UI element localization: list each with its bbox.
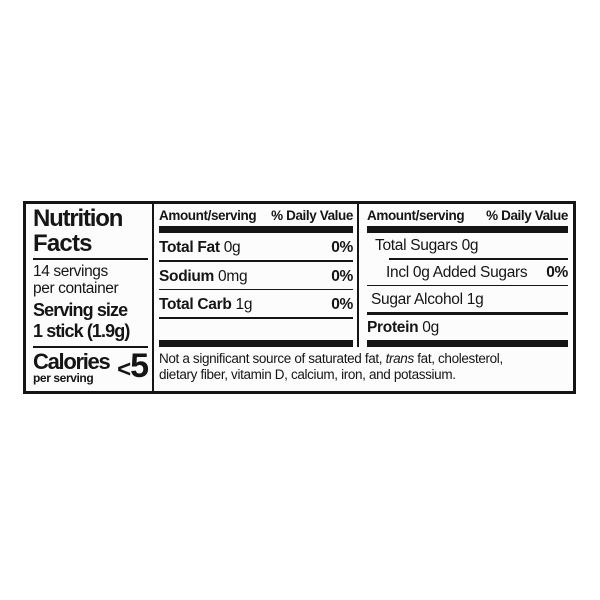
nutrient-column-2: Amount/serving % Daily Value Total Sugar…: [359, 204, 573, 347]
calories-less-than-sign: <: [117, 356, 131, 383]
footnote-line2: dietary fiber, vitamin D, calcium, iron,…: [159, 367, 456, 382]
row-rule: [159, 288, 353, 290]
calories-label: Calories: [33, 349, 111, 374]
servings-count: 14 servings: [33, 263, 108, 280]
added-sugars-daily-value: 0%: [546, 263, 568, 281]
column2-header: Amount/serving % Daily Value: [367, 207, 568, 224]
total-fat-daily-value: 0%: [331, 239, 353, 256]
amount-serving-header: Amount/serving: [367, 208, 465, 223]
nutrition-facts-title: Nutrition Facts: [33, 206, 148, 260]
calories-label-block: Calories per serving: [33, 349, 111, 385]
nutrient-row-total-carb: Total Carb 1g 0%: [159, 296, 353, 313]
calories-number: 5: [130, 347, 149, 385]
serving-size-value: 1 stick (1.9g): [33, 321, 130, 341]
serving-size-label: Serving size: [33, 300, 128, 320]
nutrient-column-1: Amount/serving % Daily Value Total Fat 0…: [154, 204, 359, 347]
nutrient-row-sugar-alcohol: Sugar Alcohol 1g: [371, 290, 484, 308]
title-word-facts: Facts: [33, 232, 148, 260]
servings-unit: per container: [33, 280, 119, 297]
row-rule: [367, 284, 568, 287]
daily-value-header: % Daily Value: [486, 208, 568, 223]
daily-value-header: % Daily Value: [271, 208, 353, 223]
footnote-line1: Not a significant source of saturated fa…: [159, 351, 503, 366]
nutrition-facts-left-panel: Nutrition Facts 14 servings per containe…: [26, 204, 154, 391]
trans-italic: trans: [385, 351, 415, 366]
total-carb-daily-value: 0%: [331, 296, 353, 313]
row-rule-indented: [389, 258, 568, 260]
row-rule: [159, 260, 353, 262]
nutrition-table-area: Amount/serving % Daily Value Total Fat 0…: [154, 204, 573, 391]
row-rule: [159, 317, 353, 319]
protein-top-rule: [367, 311, 568, 315]
column-bottom-bar: [159, 340, 353, 347]
not-significant-source-footnote: Not a significant source of saturated fa…: [154, 347, 573, 391]
header-bar: [159, 226, 353, 233]
nutrient-row-protein: Protein 0g: [367, 319, 439, 337]
column1-header: Amount/serving % Daily Value: [159, 207, 353, 224]
calories-value: < 5: [117, 347, 149, 385]
calories-divider-rule: [33, 346, 148, 348]
header-bar: [367, 226, 568, 233]
nutrient-columns: Amount/serving % Daily Value Total Fat 0…: [154, 204, 573, 347]
column-bottom-bar: [367, 340, 568, 347]
amount-serving-header: Amount/serving: [159, 208, 257, 223]
serving-size: Serving size 1 stick (1.9g): [33, 300, 148, 342]
nutrition-facts-label: Nutrition Facts 14 servings per containe…: [23, 201, 576, 394]
sodium-daily-value: 0%: [331, 267, 353, 285]
nutrient-row-total-fat: Total Fat 0g 0%: [159, 239, 353, 256]
nutrient-row-added-sugars: Incl 0g Added Sugars 0%: [386, 263, 568, 281]
nutrient-row-sodium: Sodium 0mg 0%: [159, 267, 353, 285]
calories-sublabel: per serving: [33, 371, 94, 385]
title-word-nutrition: Nutrition: [33, 205, 123, 232]
calories-row: Calories per serving < 5: [33, 347, 149, 385]
nutrient-row-total-sugars: Total Sugars 0g: [375, 237, 479, 255]
servings-per-container: 14 servings per container: [33, 263, 148, 297]
